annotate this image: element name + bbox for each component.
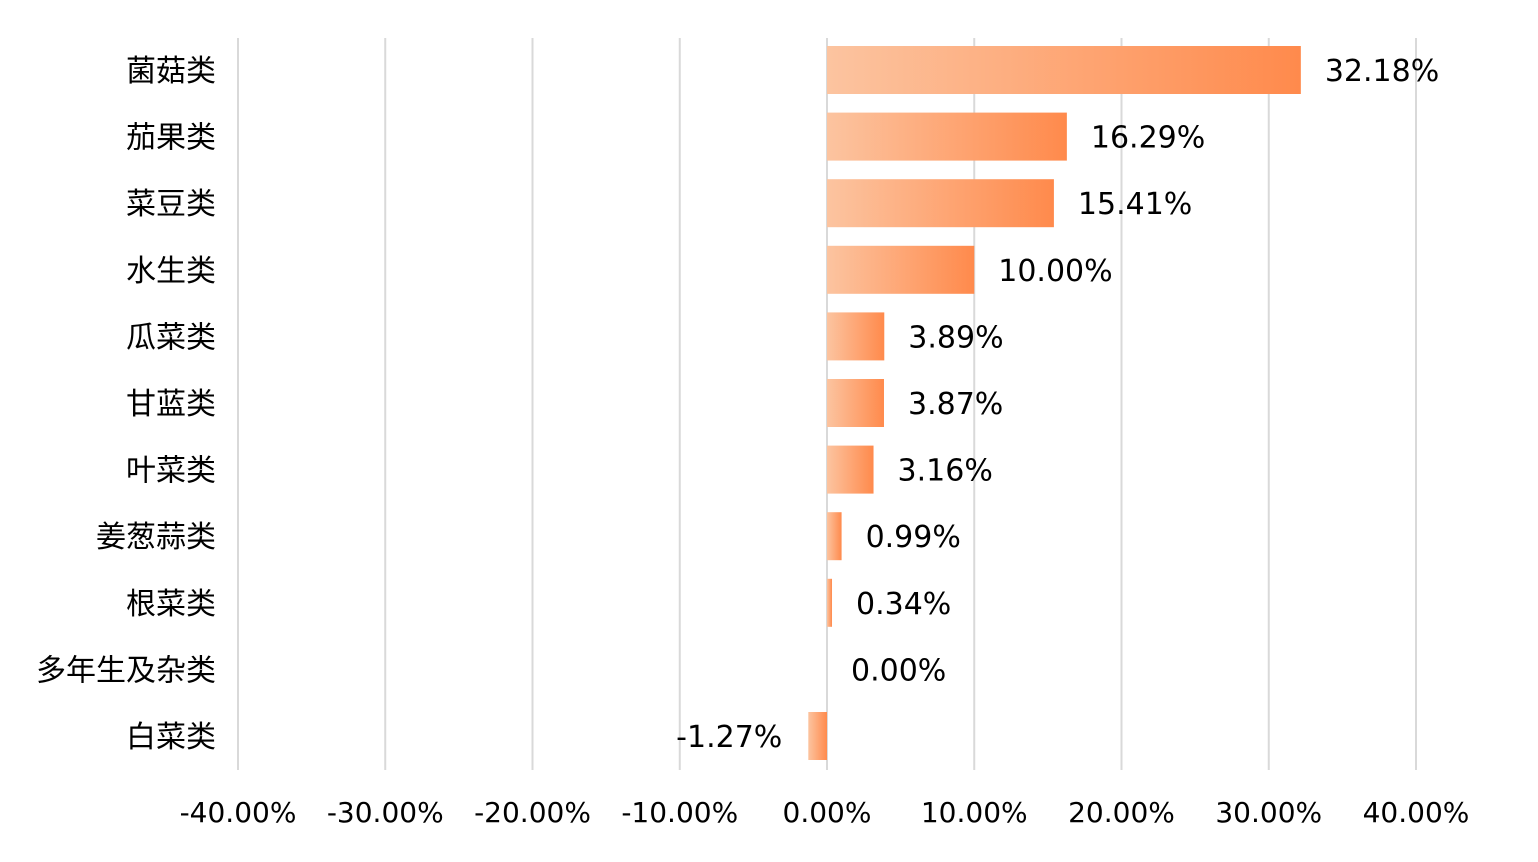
category-label: 茄果类 — [126, 121, 216, 156]
data-label: 3.89% — [908, 320, 1003, 355]
category-label: 菜豆类 — [126, 187, 216, 222]
category-label: 姜葱蒜类 — [96, 520, 216, 555]
data-label: -1.27% — [676, 720, 782, 755]
x-axis-tick-labels: -40.00% -30.00% -20.00% -10.00% 0.00% 10.00% 2… — [180, 796, 1470, 829]
bar — [808, 712, 827, 760]
bar — [827, 512, 842, 561]
category-label: 瓜菜类 — [126, 320, 216, 355]
bar — [827, 379, 884, 427]
x-tick-label: -40.00% — [180, 796, 297, 829]
bar — [827, 245, 975, 294]
bar — [827, 112, 1067, 161]
category-label: 甘蓝类 — [126, 387, 216, 422]
category-label: 白菜类 — [126, 720, 216, 755]
bar — [827, 445, 874, 494]
data-label: 0.34% — [856, 587, 951, 622]
category-label: 水生类 — [126, 254, 216, 289]
data-label: 3.87% — [908, 387, 1003, 422]
bar — [827, 46, 1301, 94]
bar — [827, 312, 885, 361]
x-tick-label: -20.00% — [474, 796, 591, 829]
data-label: 16.29% — [1091, 121, 1205, 156]
data-label: 15.41% — [1078, 187, 1192, 222]
category-label: 多年生及杂类 — [36, 653, 216, 688]
data-label: 3.16% — [898, 454, 993, 489]
bar — [827, 179, 1054, 228]
category-label: 菌菇类 — [126, 54, 216, 89]
x-tick-label: -30.00% — [327, 796, 444, 829]
category-label: 根菜类 — [126, 587, 216, 622]
data-label: 32.18% — [1325, 54, 1439, 89]
x-tick-label: 30.00% — [1215, 796, 1322, 829]
category-label: 叶菜类 — [126, 454, 216, 489]
x-tick-label: 0.00% — [783, 796, 872, 829]
bar — [827, 578, 833, 627]
x-tick-label: 10.00% — [921, 796, 1028, 829]
data-label: 0.00% — [851, 653, 946, 688]
x-tick-label: 20.00% — [1068, 796, 1175, 829]
x-tick-label: -10.00% — [621, 796, 738, 829]
data-label: 10.00% — [998, 254, 1112, 289]
data-label: 0.99% — [866, 520, 961, 555]
x-tick-label: 40.00% — [1363, 796, 1470, 829]
bars — [808, 46, 1301, 760]
value-labels: 32.18% 16.29% 15.41% 10.00% 3.89% 3.87% 3.16% 0… — [676, 54, 1439, 755]
